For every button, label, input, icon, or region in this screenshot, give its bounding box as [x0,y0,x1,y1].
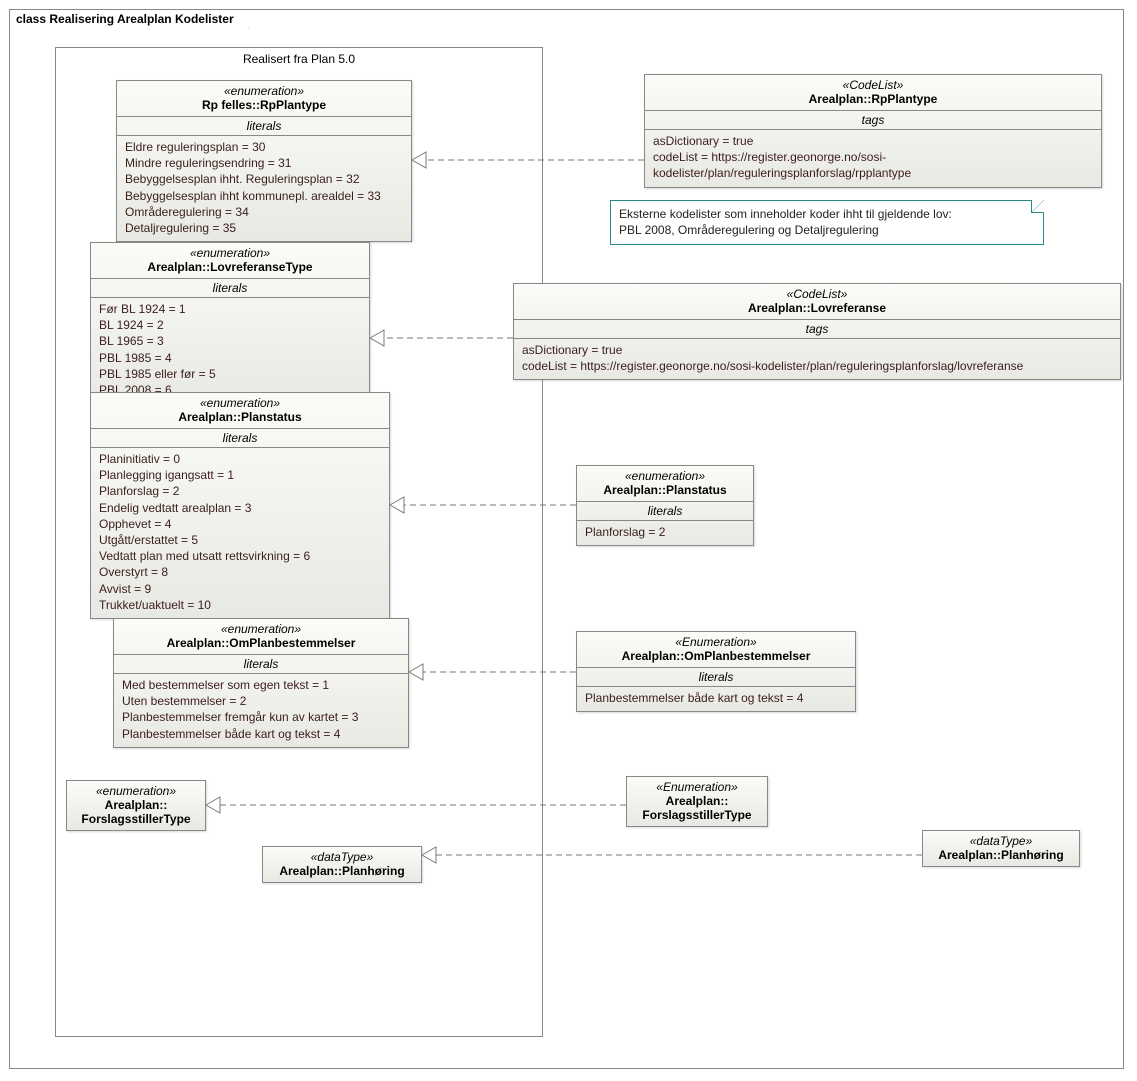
literals-list: Planforslag = 2 [577,521,753,545]
note-line: Eksterne kodelister som inneholder koder… [619,207,1035,223]
literal: Avvist = 9 [99,581,381,597]
class-name-line: ForslagsstillerType [73,812,199,826]
diagram-title-tab: class Realisering Arealplan Kodelister [9,9,249,29]
literal: Endelig vedtatt arealplan = 3 [99,500,381,516]
diagram-title: class Realisering Arealplan Kodelister [16,12,234,26]
literals-list: Før BL 1924 = 1 BL 1924 = 2 BL 1965 = 3 … [91,298,369,403]
class-forslagsstillertype-small: «Enumeration» Arealplan:: Forslagsstille… [626,776,768,827]
section-literals: literals [577,668,855,687]
literal: Planinitiativ = 0 [99,451,381,467]
literal: BL 1924 = 2 [99,317,361,333]
literal: PBL 1985 eller før = 5 [99,366,361,382]
literals-list: Eldre reguleringsplan = 30 Mindre regule… [117,136,411,241]
literal: Planlegging igangsatt = 1 [99,467,381,483]
class-name: Arealplan::RpPlantype [651,92,1095,106]
section-tags: tags [514,320,1120,339]
stereotype: «enumeration» [583,469,747,483]
literal: Planbestemmelser både kart og tekst = 4 [122,726,400,742]
stereotype: «Enumeration» [633,780,761,794]
literal: BL 1965 = 3 [99,333,361,349]
stereotype: «enumeration» [120,622,402,636]
literal: Med bestemmelser som egen tekst = 1 [122,677,400,693]
literal: Utgått/erstattet = 5 [99,532,381,548]
stereotype: «enumeration» [97,396,383,410]
class-name: Arealplan::Lovreferanse [520,301,1114,315]
literal: Bebyggelsesplan ihht. Reguleringsplan = … [125,171,403,187]
class-name-line: Arealplan:: [633,794,761,808]
class-rpplantype-enum: «enumeration» Rp felles::RpPlantype lite… [116,80,412,242]
stereotype: «dataType» [929,834,1073,848]
literals-list: Planbestemmelser både kart og tekst = 4 [577,687,855,711]
class-rpplantype-codelist: «CodeList» Arealplan::RpPlantype tags as… [644,74,1102,188]
stereotype: «enumeration» [73,784,199,798]
stereotype: «Enumeration» [583,635,849,649]
literal: Planforslag = 2 [99,483,381,499]
class-name: Arealplan::Planhøring [929,848,1073,862]
class-name: Arealplan::Planstatus [97,410,383,424]
class-name: Rp felles::RpPlantype [123,98,405,112]
note-line: PBL 2008, Områderegulering og Detaljregu… [619,223,1035,239]
class-name-line: ForslagsstillerType [633,808,761,822]
tag: asDictionary = true [522,342,1112,358]
class-name: Arealplan::Planhøring [269,864,415,878]
class-planstatus-small: «enumeration» Arealplan::Planstatus lite… [576,465,754,546]
section-literals: literals [117,117,411,136]
diagram-canvas: class Realisering Arealplan Kodelister R… [0,0,1137,1081]
section-literals: literals [577,502,753,521]
tag: codeList = https://register.geonorge.no/… [653,149,1093,181]
literals-list: Planinitiativ = 0 Planlegging igangsatt … [91,448,389,618]
tags-list: asDictionary = true codeList = https://r… [514,339,1120,379]
class-lovreferansetype-enum: «enumeration» Arealplan::LovreferanseTyp… [90,242,370,404]
note: Eksterne kodelister som inneholder koder… [610,200,1044,245]
class-planstatus-enum: «enumeration» Arealplan::Planstatus lite… [90,392,390,619]
section-tags: tags [645,111,1101,130]
literal: Planbestemmelser fremgår kun av kartet =… [122,709,400,725]
stereotype: «CodeList» [520,287,1114,301]
class-planhoring-small: «dataType» Arealplan::Planhøring [922,830,1080,867]
class-name: Arealplan::LovreferanseType [97,260,363,274]
literal: Detaljregulering = 35 [125,220,403,236]
tag: codeList = https://register.geonorge.no/… [522,358,1112,374]
literal: Før BL 1924 = 1 [99,301,361,317]
class-omplanbestemmelser-small: «Enumeration» Arealplan::OmPlanbestemmel… [576,631,856,712]
literal: Uten bestemmelser = 2 [122,693,400,709]
literal: Vedtatt plan med utsatt rettsvirkning = … [99,548,381,564]
literal: Opphevet = 4 [99,516,381,532]
class-omplanbestemmelser-enum: «enumeration» Arealplan::OmPlanbestemmel… [113,618,409,748]
literal: Overstyrt = 8 [99,564,381,580]
literal: Bebyggelsesplan ihht kommunepl. arealdel… [125,188,403,204]
class-lovreferanse-codelist: «CodeList» Arealplan::Lovreferanse tags … [513,283,1121,380]
class-name: Arealplan::OmPlanbestemmelser [120,636,402,650]
class-name: Arealplan::Planstatus [583,483,747,497]
class-name: Arealplan::OmPlanbestemmelser [583,649,849,663]
class-name-line: Arealplan:: [73,798,199,812]
tags-list: asDictionary = true codeList = https://r… [645,130,1101,187]
section-literals: literals [91,429,389,448]
stereotype: «dataType» [269,850,415,864]
literal: PBL 1985 = 4 [99,350,361,366]
package-title: Realisert fra Plan 5.0 [56,48,542,72]
literal: Mindre reguleringsendring = 31 [125,155,403,171]
class-planhoring-enum: «dataType» Arealplan::Planhøring [262,846,422,883]
literal: Områderegulering = 34 [125,204,403,220]
class-forslagsstillertype-enum: «enumeration» Arealplan:: Forslagsstille… [66,780,206,831]
tag: asDictionary = true [653,133,1093,149]
literal: Planbestemmelser både kart og tekst = 4 [585,690,847,706]
literal: Planforslag = 2 [585,524,745,540]
section-literals: literals [91,279,369,298]
stereotype: «CodeList» [651,78,1095,92]
stereotype: «enumeration» [97,246,363,260]
stereotype: «enumeration» [123,84,405,98]
literal: Trukket/uaktuelt = 10 [99,597,381,613]
literals-list: Med bestemmelser som egen tekst = 1 Uten… [114,674,408,747]
section-literals: literals [114,655,408,674]
literal: Eldre reguleringsplan = 30 [125,139,403,155]
